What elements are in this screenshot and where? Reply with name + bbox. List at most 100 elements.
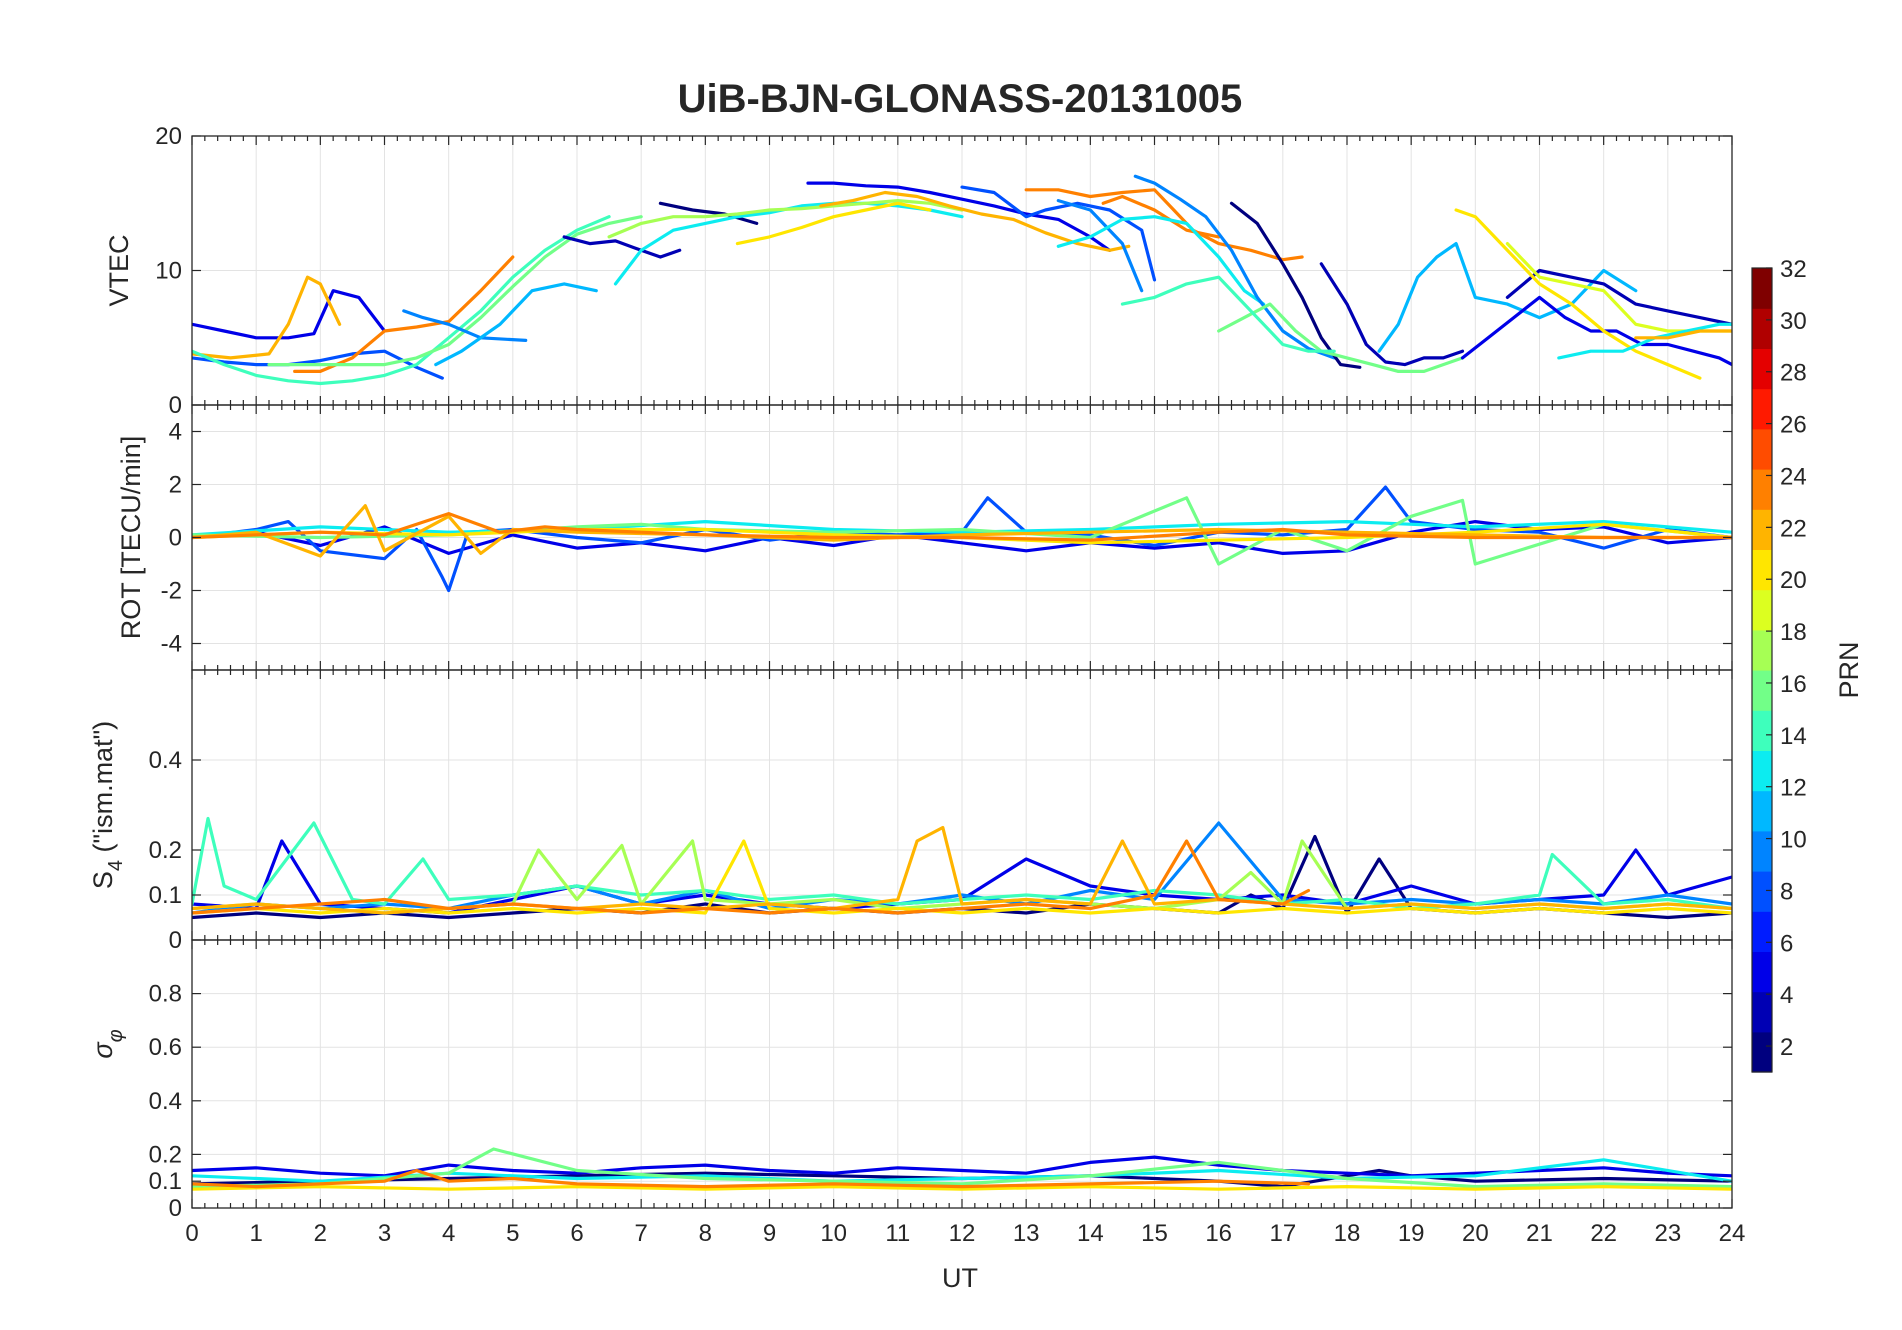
rot-series-group — [192, 485, 1732, 593]
vtec-y-tick-label: 0 — [169, 392, 182, 419]
x-tick-label: 11 — [885, 1220, 910, 1247]
vtec-series-line — [192, 289, 387, 340]
x-tick-label: 14 — [1077, 1220, 1104, 1247]
x-tick-label: 20 — [1462, 1220, 1489, 1247]
vtec-series-line — [1229, 201, 1362, 369]
x-tick-label: 7 — [634, 1220, 647, 1247]
sigma-y-axis-label: σφ — [88, 1029, 127, 1058]
s4-y-tick-label: 0.1 — [149, 882, 182, 909]
vtec-series-line — [1377, 242, 1638, 353]
x-tick-label: 15 — [1141, 1220, 1168, 1247]
colorbar-frame — [1751, 267, 1773, 1073]
x-tick-label: 17 — [1269, 1220, 1296, 1247]
colorbar-tick-label: 6 — [1780, 930, 1793, 957]
colorbar-tick-label: 2 — [1780, 1034, 1793, 1061]
sigma-series-line — [192, 1168, 1311, 1189]
x-tick-labels: 0 1 2 3 4 5 6 7 8 9 10 11 12 13 14 15 16 17 18 19 20 21 22 23 24 — [185, 1220, 1745, 1247]
vtec-series-line — [402, 309, 528, 342]
colorbar-segment — [1752, 509, 1772, 550]
s4-panel: 0 0.1 0.2 0.4 S4 ("ism.mat") — [88, 669, 1733, 954]
colorbar-segment — [1752, 911, 1772, 952]
sigma-y-tick-label: 0.6 — [149, 1034, 182, 1061]
sigma-y-tick-label: 0.2 — [149, 1141, 182, 1168]
vtec-series-line — [819, 190, 1131, 252]
sigma-series-line — [192, 1155, 1732, 1178]
x-tick-label: 5 — [506, 1220, 519, 1247]
x-tick-label: 0 — [185, 1220, 198, 1247]
colorbar-tick-label: 12 — [1780, 775, 1807, 802]
sigma-y-tick-label: 0.8 — [149, 981, 182, 1008]
colorbar-tick-label: 20 — [1780, 567, 1807, 594]
colorbar-tick-label: 8 — [1780, 878, 1793, 905]
vtec-series-line — [1319, 262, 1465, 367]
colorbar-tick-label: 30 — [1780, 308, 1807, 335]
vtec-series-line — [1217, 302, 1465, 373]
x-tick-label: 22 — [1590, 1220, 1617, 1247]
vtec-series-line — [735, 201, 932, 246]
colorbar-segment — [1752, 589, 1772, 631]
colorbar-segment — [1752, 469, 1772, 510]
vtec-panel: 0 10 20 VTEC — [104, 123, 1733, 419]
vtec-series-line — [658, 201, 759, 225]
rot-y-tick-label: 2 — [169, 472, 182, 499]
colorbar-segment — [1752, 268, 1772, 309]
colorbar-segment — [1752, 991, 1772, 1033]
sigma-y-tick-label: 0.4 — [149, 1088, 182, 1115]
colorbar-segment — [1752, 951, 1772, 993]
colorbar-tick-label: 26 — [1780, 412, 1807, 439]
sigma-series-group — [192, 1147, 1732, 1191]
sigma-series-line — [192, 1184, 1732, 1191]
vtec-series-line — [192, 275, 342, 360]
rot-y-axis-label: ROT [TECU/min] — [116, 436, 146, 640]
rot-y-tick-label: -4 — [161, 631, 182, 658]
vtec-series-line — [192, 215, 611, 386]
colorbar-segment — [1752, 348, 1772, 390]
colorbar-tick-label: 18 — [1780, 619, 1807, 646]
vtec-series-line — [960, 185, 1157, 282]
colorbar-tick-label: 28 — [1780, 360, 1807, 387]
vtec-series-group — [192, 174, 1732, 386]
s4-y-tick-label: 0.2 — [149, 837, 182, 864]
colorbar-segment — [1752, 1031, 1772, 1073]
vtec-series-line — [1505, 268, 1732, 326]
vtec-series-line — [806, 181, 1112, 252]
s4-y-tick-label: 0.4 — [149, 747, 182, 774]
vtec-series-line — [434, 282, 598, 367]
vtec-series-line — [192, 349, 444, 380]
colorbar-segment — [1752, 428, 1772, 470]
x-tick-label: 10 — [820, 1220, 847, 1247]
vtec-series-line — [613, 201, 964, 286]
x-tick-label: 9 — [763, 1220, 776, 1247]
vtec-series-line — [1454, 208, 1702, 380]
sigma-y-tick-label: 0 — [169, 1195, 182, 1222]
s4-series-group — [192, 816, 1732, 920]
x-tick-label: 3 — [378, 1220, 391, 1247]
colorbar-segment — [1752, 830, 1772, 872]
colorbar-segment — [1752, 750, 1772, 792]
colorbar-segment — [1752, 871, 1772, 912]
rot-panel: -4 -2 0 2 4 ROT [TECU/min] — [116, 404, 1733, 671]
x-tick-label: 24 — [1719, 1220, 1746, 1247]
x-tick-label: 4 — [442, 1220, 455, 1247]
x-tick-label: 19 — [1398, 1220, 1425, 1247]
rot-series-line — [192, 519, 1732, 537]
chart-title: UiB-BJN-GLONASS-20131005 — [678, 77, 1243, 121]
x-tick-label: 8 — [699, 1220, 712, 1247]
x-tick-label: 6 — [570, 1220, 583, 1247]
colorbar-tick-label: 22 — [1780, 515, 1807, 542]
colorbar-segment — [1752, 790, 1772, 832]
s4-series-line — [192, 839, 1311, 915]
rot-y-tick-label: 0 — [169, 525, 182, 552]
colorbar-segment — [1752, 308, 1772, 349]
colorbar-segment — [1752, 388, 1772, 430]
rot-series-line — [192, 519, 1732, 556]
s4-y-tick-label: 0 — [169, 927, 182, 954]
vtec-series-line — [1634, 329, 1732, 340]
s4-series-line — [192, 816, 1732, 911]
s4-y-axis-label: S4 ("ism.mat") — [88, 721, 127, 889]
rot-y-tick-label: -2 — [161, 578, 182, 605]
x-tick-label: 1 — [249, 1220, 262, 1247]
colorbar-tick-label: 14 — [1780, 723, 1807, 750]
vtec-series-line — [1133, 174, 1336, 360]
